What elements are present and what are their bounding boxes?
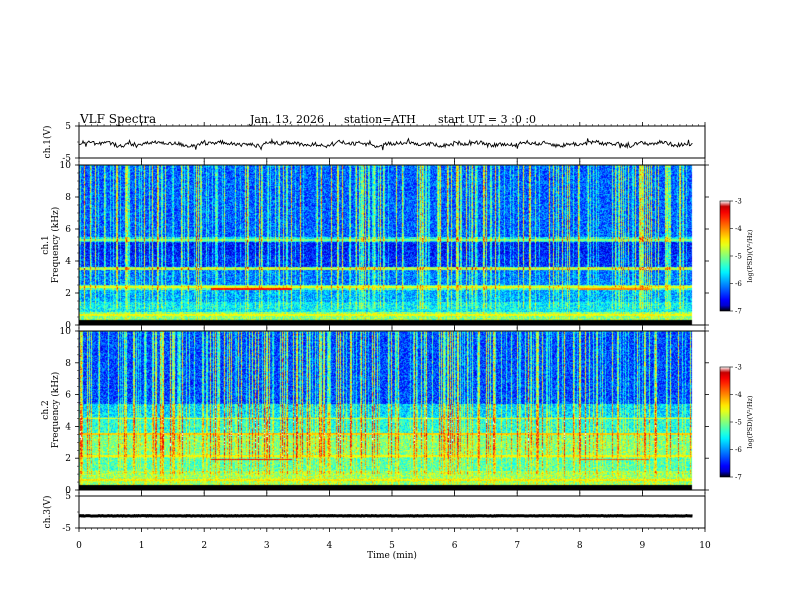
x-tick-label: 10 xyxy=(699,541,711,551)
ch1-spectrogram-yticks: 0 2 4 6 8 10 xyxy=(60,161,709,331)
ch1-waveform-frame xyxy=(78,125,706,159)
y-tick-label: 5 xyxy=(65,122,71,132)
colorbar-tick-label: -4 xyxy=(735,225,742,233)
start-ut-label: start UT = 3 :0 :0 xyxy=(438,113,536,126)
date-label: Jan. 13, 2026 xyxy=(249,113,324,126)
ch1-spectrogram-panel: 0 2 4 6 8 10 ch.1 Frequency (kHz) xyxy=(41,161,709,331)
colorbar-tick-label: -5 xyxy=(735,419,742,427)
station-label: station=ATH xyxy=(344,113,416,126)
y-tick-label: 5 xyxy=(65,492,71,502)
ch1-frequency-label: Frequency (kHz) xyxy=(50,207,61,284)
ch1-colorbar: -3 -4 -5 -6 -7 log(PSD)(V²/Hz) xyxy=(719,198,754,316)
ch2-spectrogram-yticks: 0 2 4 6 8 10 xyxy=(60,327,709,496)
colorbar-tick-label: -7 xyxy=(735,308,742,316)
x-tick-label: 5 xyxy=(389,541,395,551)
ch3-waveform-line xyxy=(78,513,693,518)
colorbar-tick-label: -7 xyxy=(735,474,742,482)
y-tick-label: 4 xyxy=(65,257,71,267)
x-tick-label: 6 xyxy=(452,541,458,551)
x-tick-label: 7 xyxy=(514,541,520,551)
y-tick-label: 6 xyxy=(65,225,71,235)
ch1-colorbar-ticks: -3 -4 -5 -6 -7 xyxy=(730,198,742,316)
ch1-channel-label: ch.1 xyxy=(41,235,51,254)
y-tick-label: 10 xyxy=(60,161,72,171)
colorbar-tick-label: -6 xyxy=(735,280,742,288)
x-tick-label: 1 xyxy=(139,541,145,551)
ch1-waveform-ylabel: ch.1(V) xyxy=(42,126,53,159)
ch2-channel-label: ch.2 xyxy=(41,400,51,419)
colorbar-tick-label: -3 xyxy=(735,364,742,372)
y-tick-label: 6 xyxy=(65,391,71,401)
ch3-waveform-panel: 5 -5 ch.3(V) xyxy=(42,492,706,534)
x-tick-label: 0 xyxy=(76,541,82,551)
y-tick-label: -5 xyxy=(62,154,71,164)
ch3-waveform-ticks: 5 -5 xyxy=(62,492,79,534)
ch1-waveform-ticks: 5 -5 xyxy=(62,122,79,164)
x-tick-label: 2 xyxy=(201,541,207,551)
ch3-waveform-ylabel: ch.3(V) xyxy=(42,496,53,529)
colorbar-tick-label: -4 xyxy=(735,391,742,399)
ch1-waveform-line xyxy=(78,137,693,151)
ch2-colorbar: -3 -4 -5 -6 -7 log(PSD)(V²/Hz) xyxy=(719,364,754,482)
x-tick-label: 4 xyxy=(327,541,333,551)
colorbar-tick-label: -5 xyxy=(735,253,742,261)
ch2-spectrogram-panel: 0 2 4 6 8 10 ch.2 Frequency (kHz) xyxy=(41,327,709,496)
y-tick-label: 10 xyxy=(60,327,72,337)
x-tick-label: 9 xyxy=(640,541,646,551)
ch2-spectrogram-image xyxy=(79,331,705,490)
y-tick-label: -5 xyxy=(62,524,71,534)
ch1-colorbar-gradient xyxy=(720,201,730,311)
ch1-colorbar-title: log(PSD)(V²/Hz) xyxy=(746,229,754,282)
colorbar-tick-label: -6 xyxy=(735,446,742,454)
ch2-colorbar-ticks: -3 -4 -5 -6 -7 xyxy=(730,364,742,482)
ch1-waveform-panel: 5 -5 ch.1(V) xyxy=(42,122,706,164)
y-tick-label: 0 xyxy=(65,321,71,331)
colorbar-tick-label: -3 xyxy=(735,198,742,206)
y-tick-label: 2 xyxy=(65,454,71,464)
ch2-colorbar-gradient xyxy=(720,367,730,477)
y-tick-label: 8 xyxy=(65,193,71,203)
time-x-axis: 0 1 2 3 4 5 6 7 8 9 10 xyxy=(76,122,711,551)
ch2-frequency-label: Frequency (kHz) xyxy=(50,372,61,449)
figure-title: VLF Spectra xyxy=(79,112,156,126)
x-tick-label: 8 xyxy=(577,541,583,551)
y-tick-label: 2 xyxy=(65,289,71,299)
x-tick-label: 3 xyxy=(264,541,270,551)
ch1-spectrogram-image xyxy=(79,165,705,325)
time-x-label: Time (min) xyxy=(367,550,417,561)
y-tick-label: 8 xyxy=(65,359,71,369)
ch2-colorbar-title: log(PSD)(V²/Hz) xyxy=(746,395,754,448)
y-tick-label: 4 xyxy=(65,422,71,432)
y-tick-label: 0 xyxy=(65,486,71,496)
ch3-waveform-frame xyxy=(78,495,706,529)
